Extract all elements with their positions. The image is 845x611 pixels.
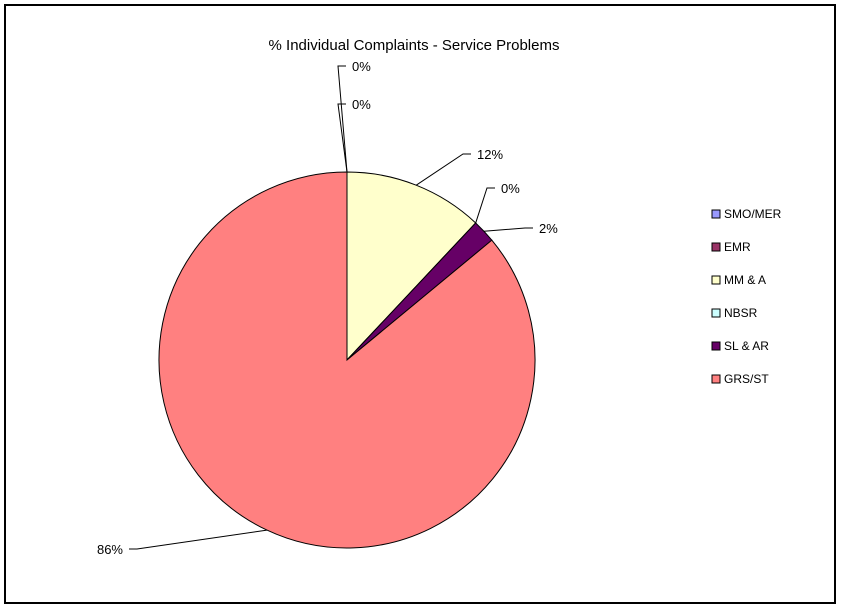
legend-swatch-sl-ar (711, 341, 721, 351)
legend-swatch-grs-st (711, 374, 721, 384)
slice-grs-st (158, 171, 536, 549)
data-label-mm-a: 12% (477, 147, 503, 162)
leader-lines (129, 65, 533, 550)
legend-swatch-nbsr (711, 308, 721, 318)
data-label-smo-mer: 0% (352, 59, 371, 74)
data-label-grs-st: 86% (97, 542, 123, 557)
slice-mm-a (346, 171, 477, 362)
pie-chart: % Individual Complaints - Service Proble… (97, 37, 782, 557)
chart-frame: % Individual Complaints - Service Proble… (4, 4, 836, 604)
chart-title: % Individual Complaints - Service Proble… (269, 37, 560, 54)
legend-swatch-mm-a (711, 275, 721, 285)
legend-label-grs-st: GRS/ST (724, 372, 769, 386)
legend-label-nbsr: NBSR (724, 306, 758, 320)
leader-emr (337, 103, 348, 173)
leader-grs-st (129, 529, 268, 550)
legend-swatch-smo-mer (711, 209, 721, 219)
data-label-emr: 0% (352, 97, 371, 112)
leader-nbsr (475, 187, 495, 224)
leader-mm-a (415, 153, 471, 186)
pie-slices (158, 171, 536, 549)
data-label-sl-ar: 2% (539, 221, 558, 236)
legend-label-emr: EMR (724, 240, 751, 254)
data-label-nbsr: 0% (501, 181, 520, 196)
legend-label-sl-ar: SL & AR (724, 339, 769, 353)
legend-label-smo-mer: SMO/MER (724, 207, 782, 221)
legend-swatch-emr (711, 242, 721, 252)
data-labels: 0% 0% 12% 0% 2% 86% (97, 59, 558, 557)
legend-label-mm-a: MM & A (724, 273, 766, 287)
leader-sl-ar (484, 227, 533, 232)
leader-smo-mer (337, 65, 348, 173)
legend: SMO/MER EMR MM & A NBSR SL & AR GRS/ST (711, 207, 782, 386)
